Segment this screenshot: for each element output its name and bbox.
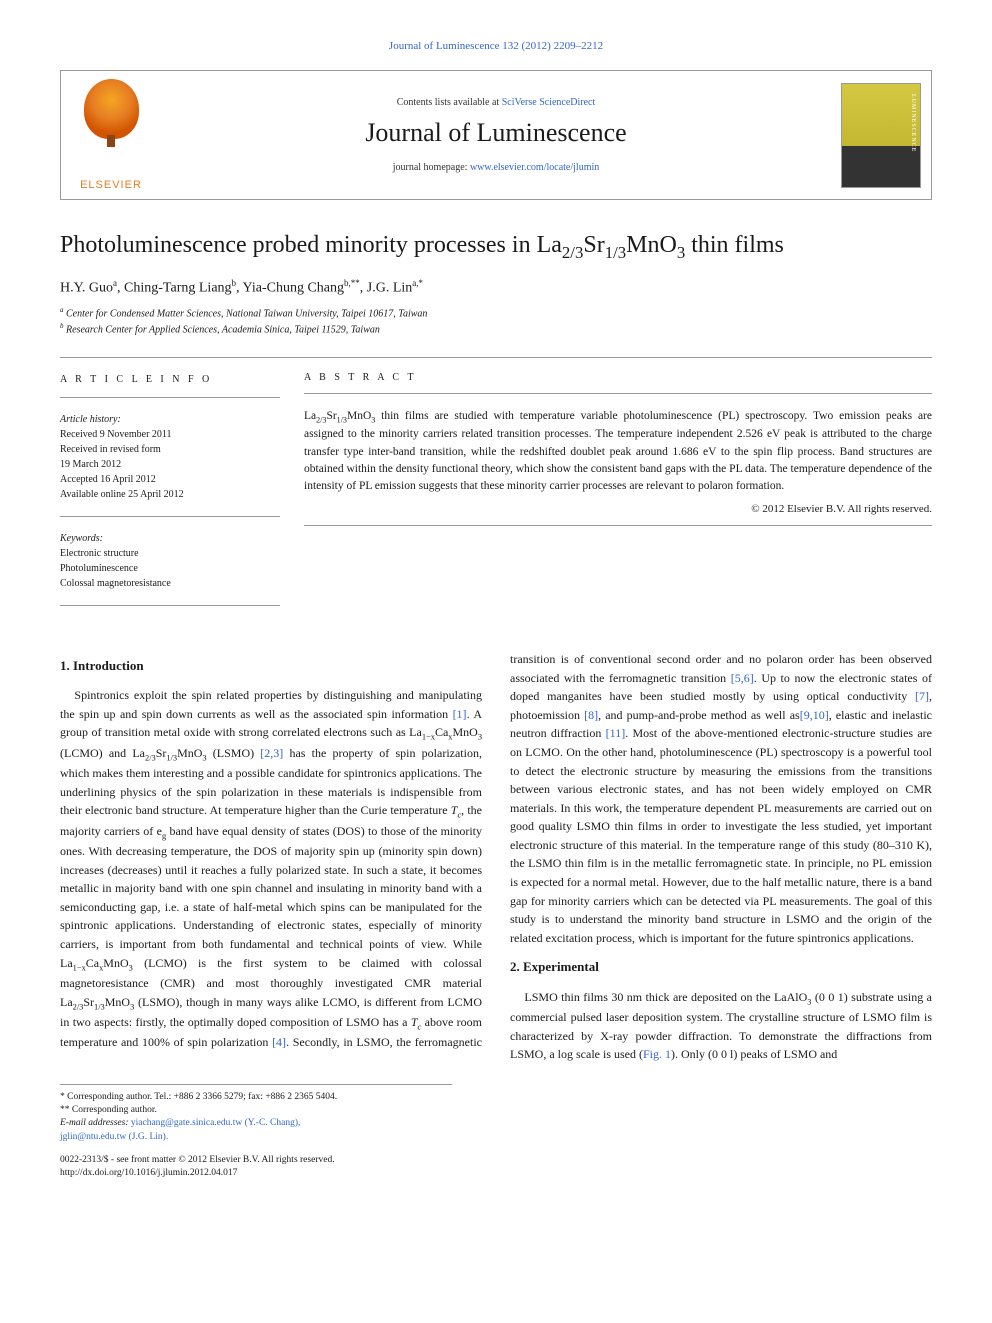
abstract-text: La2/3Sr1/3MnO3 thin films are studied wi…	[304, 408, 932, 495]
meta-divider	[60, 397, 280, 398]
keyword-item: Colossal magnetoresistance	[60, 576, 280, 591]
contents-prefix: Contents lists available at	[397, 97, 502, 108]
homepage-link[interactable]: www.elsevier.com/locate/jlumin	[470, 162, 599, 173]
sciencedirect-link[interactable]: SciVerse ScienceDirect	[502, 97, 596, 108]
body-paragraph: LSMO thin films 30 nm thick are deposite…	[510, 988, 932, 1064]
author-list: H.Y. Guoa, Ching-Tarng Liangb, Yia-Chung…	[60, 278, 932, 297]
header-center: Contents lists available at SciVerse Sci…	[161, 71, 831, 199]
history-line: Received 9 November 2011	[60, 427, 280, 442]
doi-link[interactable]: http://dx.doi.org/10.1016/j.jlumin.2012.…	[60, 1167, 932, 1180]
body-text-columns: 1. Introduction Spintronics exploit the …	[60, 650, 932, 1064]
abstract-copyright: © 2012 Elsevier B.V. All rights reserved…	[304, 503, 932, 515]
history-line: 19 March 2012	[60, 457, 280, 472]
abstract-heading: A B S T R A C T	[304, 372, 932, 383]
article-history-block: Article history: Received 9 November 201…	[60, 412, 280, 502]
publisher-name: ELSEVIER	[80, 179, 142, 191]
journal-cover-block	[831, 71, 931, 199]
abstract-divider	[304, 393, 932, 394]
abstract-divider	[304, 525, 932, 526]
corresponding-note-1: * Corresponding author. Tel.: +886 2 336…	[60, 1091, 452, 1104]
journal-cover-icon	[841, 83, 921, 188]
section-divider	[60, 357, 932, 358]
affiliation-a: a Center for Condensed Matter Sciences, …	[60, 306, 932, 321]
email-line: E-mail addresses: yiachang@gate.sinica.e…	[60, 1117, 452, 1130]
meta-abstract-row: A R T I C L E I N F O Article history: R…	[60, 372, 932, 620]
article-info-heading: A R T I C L E I N F O	[60, 372, 280, 387]
contents-lists-line: Contents lists available at SciVerse Sci…	[397, 97, 596, 108]
homepage-prefix: journal homepage:	[393, 162, 470, 173]
footnotes: * Corresponding author. Tel.: +886 2 336…	[60, 1084, 452, 1144]
homepage-line: journal homepage: www.elsevier.com/locat…	[393, 162, 600, 173]
history-label: Article history:	[60, 412, 280, 427]
journal-name: Journal of Luminescence	[365, 118, 626, 148]
keyword-item: Electronic structure	[60, 546, 280, 561]
email-2[interactable]: jglin@ntu.edu.tw (J.G. Lin).	[60, 1131, 452, 1144]
section-1-heading: 1. Introduction	[60, 656, 482, 676]
page-footer: 0022-2313/$ - see front matter © 2012 El…	[60, 1154, 932, 1181]
abstract-col: A B S T R A C T La2/3Sr1/3MnO3 thin film…	[304, 372, 932, 620]
email-1[interactable]: yiachang@gate.sinica.edu.tw (Y.-C. Chang…	[131, 1118, 301, 1128]
affiliation-b: b Research Center for Applied Sciences, …	[60, 322, 932, 337]
section-2-heading: 2. Experimental	[510, 957, 932, 977]
article-info-col: A R T I C L E I N F O Article history: R…	[60, 372, 280, 620]
keywords-block: Keywords: Electronic structure Photolumi…	[60, 531, 280, 591]
history-line: Available online 25 April 2012	[60, 487, 280, 502]
meta-divider	[60, 605, 280, 606]
meta-divider	[60, 516, 280, 517]
history-line: Received in revised form	[60, 442, 280, 457]
email-label: E-mail addresses:	[60, 1118, 129, 1128]
corresponding-note-2: ** Corresponding author.	[60, 1104, 452, 1117]
journal-citation[interactable]: Journal of Luminescence 132 (2012) 2209–…	[60, 40, 932, 52]
keywords-label: Keywords:	[60, 531, 280, 546]
affiliations: a Center for Condensed Matter Sciences, …	[60, 306, 932, 337]
publisher-logo-block: ELSEVIER	[61, 71, 161, 199]
journal-header-box: ELSEVIER Contents lists available at Sci…	[60, 70, 932, 200]
keyword-item: Photoluminescence	[60, 561, 280, 576]
elsevier-tree-icon	[84, 79, 139, 139]
article-title: Photoluminescence probed minority proces…	[60, 230, 932, 264]
issn-copyright-line: 0022-2313/$ - see front matter © 2012 El…	[60, 1154, 932, 1167]
history-line: Accepted 16 April 2012	[60, 472, 280, 487]
